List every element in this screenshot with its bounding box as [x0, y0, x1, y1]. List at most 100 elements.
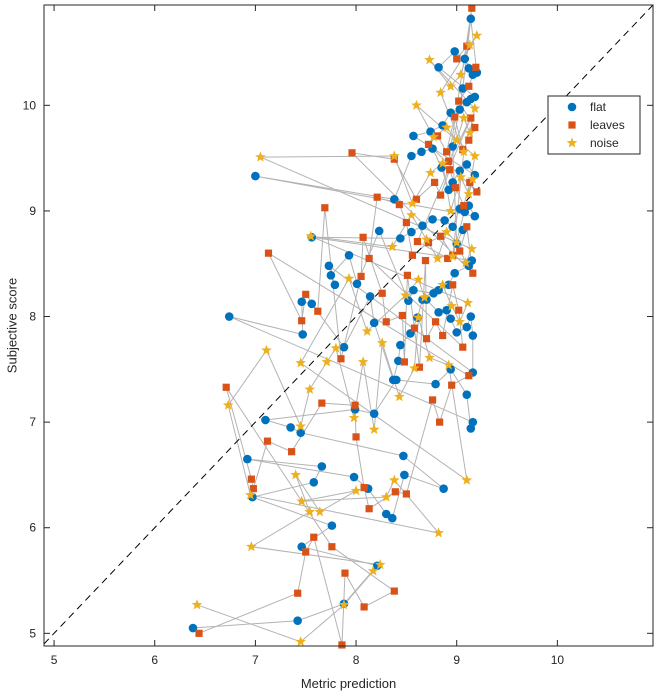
point-leaves: [294, 589, 302, 597]
point-noise: [421, 233, 432, 244]
connector-line-leaves: [198, 8, 478, 646]
point-flat: [317, 462, 327, 471]
point-noise: [295, 420, 307, 431]
point-noise: [454, 316, 466, 327]
point-noise: [462, 297, 474, 308]
legend-label-flat: flat: [590, 100, 607, 114]
point-flat: [374, 226, 384, 236]
point-leaves: [439, 331, 447, 340]
point-noise: [400, 289, 411, 300]
point-leaves: [430, 178, 439, 187]
point-noise: [338, 599, 350, 610]
series-noise: [191, 30, 483, 647]
point-flat: [466, 312, 476, 321]
legend-marker-flat: [567, 102, 577, 112]
point-leaves: [391, 488, 399, 496]
point-flat: [324, 261, 334, 271]
point-flat: [464, 64, 474, 73]
point-flat: [450, 268, 459, 278]
axes-box: [43, 4, 654, 647]
x-tick-label: 7: [252, 653, 259, 667]
point-leaves: [378, 289, 386, 297]
x-tick-label: 6: [151, 653, 158, 667]
point-leaves: [453, 55, 461, 63]
point-leaves: [459, 343, 467, 351]
point-noise: [374, 559, 386, 570]
point-flat: [286, 423, 295, 432]
point-flat: [450, 47, 459, 56]
point-leaves: [422, 335, 431, 343]
point-flat: [387, 513, 397, 523]
point-noise: [435, 87, 446, 98]
point-flat: [407, 151, 416, 161]
point-leaves: [465, 372, 473, 380]
point-flat: [460, 207, 470, 217]
point-leaves: [398, 311, 406, 320]
point-flat: [460, 54, 470, 64]
point-noise: [447, 250, 459, 261]
point-flat: [468, 331, 478, 340]
point-flat: [439, 484, 448, 493]
point-flat: [309, 478, 319, 487]
point-flat: [307, 299, 317, 309]
point-flat: [381, 509, 391, 519]
point-flat: [455, 105, 465, 114]
point-flat: [365, 292, 375, 301]
x-tick-label: 8: [353, 653, 360, 667]
axis-ticks: 5 6 7 8 9 10 5 6 7 8 9 10: [23, 5, 653, 667]
point-noise: [388, 150, 400, 161]
point-flat: [188, 623, 198, 633]
legend-marker-noise: [566, 137, 578, 148]
legend-marker-leaves: [568, 121, 576, 129]
point-leaves: [328, 543, 336, 551]
point-leaves: [402, 490, 410, 498]
point-leaves: [445, 157, 453, 165]
point-noise: [432, 252, 443, 263]
point-noise: [419, 291, 430, 303]
point-leaves: [264, 249, 273, 257]
point-leaves: [318, 399, 326, 407]
point-leaves: [338, 641, 346, 649]
point-flat: [409, 285, 418, 295]
point-leaves: [360, 483, 368, 492]
point-noise: [458, 112, 470, 123]
point-leaves: [402, 218, 410, 227]
point-noise: [437, 157, 448, 168]
point-flat: [442, 305, 451, 315]
x-axis-label: Metric prediction: [301, 676, 396, 691]
point-leaves: [359, 233, 367, 241]
point-noise: [348, 412, 360, 423]
point-leaves: [456, 247, 464, 255]
point-leaves: [310, 533, 318, 541]
point-leaves: [352, 433, 360, 441]
point-noise: [424, 352, 435, 363]
point-flat: [224, 312, 234, 321]
point-noise: [455, 69, 467, 80]
point-leaves: [435, 418, 444, 426]
point-noise: [466, 243, 478, 254]
point-flat: [466, 14, 476, 24]
point-leaves: [288, 448, 296, 456]
point-leaves: [467, 114, 475, 122]
point-noise: [455, 171, 467, 182]
point-flat: [293, 616, 302, 625]
point-noise: [295, 357, 307, 368]
point-noise: [361, 325, 373, 336]
y-tick-label: 5: [29, 626, 36, 640]
point-leaves: [247, 475, 255, 483]
point-noise: [460, 257, 472, 268]
point-flat: [369, 318, 379, 328]
point-flat: [298, 330, 307, 339]
point-noise: [428, 131, 439, 142]
point-leaves: [341, 569, 349, 577]
data-points: [188, 4, 483, 649]
point-leaves: [382, 318, 390, 326]
point-leaves: [428, 396, 437, 404]
y-tick-label: 10: [23, 98, 37, 112]
point-flat: [467, 256, 477, 265]
point-flat: [352, 279, 362, 289]
point-noise: [409, 362, 420, 373]
point-leaves: [400, 358, 408, 366]
point-flat: [261, 415, 270, 425]
point-leaves: [455, 306, 463, 314]
